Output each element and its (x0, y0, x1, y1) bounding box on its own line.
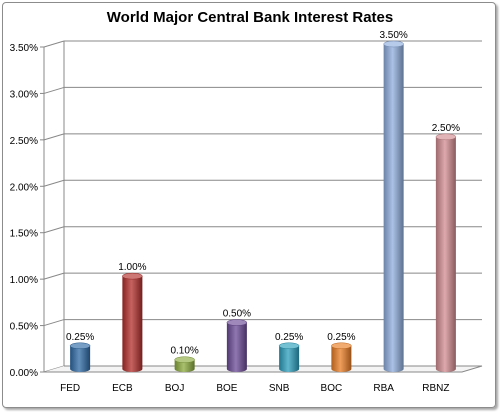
grid-diagonal (43, 86, 65, 94)
data-label: 0.25% (327, 332, 355, 343)
data-label: 3.50% (379, 30, 407, 41)
y-tick-label: 3.00% (10, 89, 38, 100)
x-tick-label: FED (60, 383, 80, 394)
bar-boe (226, 319, 248, 372)
y-tick-label: 2.00% (10, 182, 38, 193)
grid-diagonal (43, 226, 65, 234)
y-tick-label: 3.50% (10, 43, 38, 54)
x-tick-label: SNB (269, 383, 290, 394)
bar-snb (278, 342, 300, 372)
floor (44, 365, 483, 373)
data-label: 1.00% (118, 262, 146, 273)
chart-title: World Major Central Bank Interest Rates (106, 9, 394, 26)
x-tick-label: RBA (373, 383, 394, 394)
bar-ecb (122, 272, 143, 372)
x-tick-label: BOJ (165, 383, 184, 394)
bar-rbnz (435, 133, 457, 372)
chart-frame (2, 2, 496, 408)
grid-diagonal (43, 133, 65, 141)
x-tick-label: BOE (216, 383, 237, 394)
x-tick-label: ECB (112, 383, 133, 394)
bar-boc (331, 342, 352, 372)
x-tick-label: RBNZ (422, 383, 449, 394)
data-label: 0.50% (223, 309, 251, 320)
grid-diagonal (43, 319, 65, 327)
x-tick-label: BOC (321, 383, 343, 394)
y-tick-label: 2.50% (10, 136, 38, 147)
y-tick-label: 1.00% (10, 275, 38, 286)
grid-diagonal (43, 272, 65, 280)
data-label: 0.25% (275, 332, 303, 343)
grid-diagonal (43, 40, 65, 48)
bar-rba (383, 40, 404, 372)
grid-diagonal (43, 179, 65, 187)
y-tick-label: 0.00% (10, 368, 38, 379)
data-label: 0.10% (170, 346, 198, 357)
bar-boj (174, 356, 195, 372)
bar-fed (69, 342, 91, 372)
data-label: 2.50% (432, 123, 460, 134)
y-tick-label: 1.50% (10, 229, 38, 240)
data-label: 0.25% (66, 332, 94, 343)
y-tick-label: 0.50% (10, 322, 38, 333)
